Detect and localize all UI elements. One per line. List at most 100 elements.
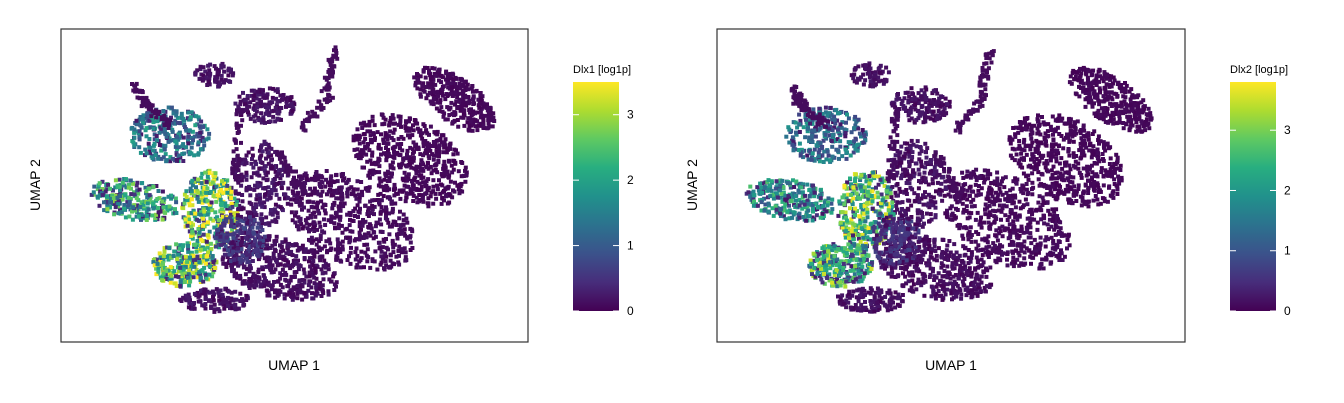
hexbin-cell bbox=[300, 278, 305, 282]
hexbin-cell bbox=[223, 287, 228, 292]
hexbin-cell bbox=[226, 248, 230, 253]
hexbin-cell bbox=[358, 234, 363, 239]
hexbin-cell bbox=[1033, 146, 1038, 151]
hexbin-cell bbox=[1084, 87, 1089, 92]
hexbin-cell bbox=[224, 187, 229, 192]
hexbin-cell bbox=[976, 232, 981, 236]
hexbin-cell bbox=[259, 249, 264, 253]
hexbin-cell bbox=[240, 258, 245, 263]
hexbin-cell bbox=[144, 214, 149, 218]
hexbin-cell bbox=[418, 94, 423, 99]
hexbin-cell bbox=[1071, 124, 1076, 129]
hexbin-cell bbox=[968, 173, 973, 178]
hexbin-cell bbox=[1033, 163, 1038, 168]
hexbin-cell bbox=[222, 306, 227, 311]
hexbin-cell bbox=[264, 147, 269, 152]
hexbin-cell bbox=[251, 205, 256, 210]
hexbin-cell bbox=[174, 284, 179, 288]
hexbin-cell bbox=[436, 138, 441, 143]
hexbin-cell bbox=[423, 182, 428, 187]
hexbin-cell bbox=[356, 215, 360, 219]
hexbin-cell bbox=[250, 234, 255, 239]
hexbin-cell bbox=[280, 181, 285, 186]
hexbin-cell bbox=[198, 64, 203, 69]
hexbin-cell bbox=[309, 215, 314, 220]
hexbin-cell bbox=[376, 142, 381, 147]
hexbin-cell bbox=[410, 246, 415, 250]
hexbin-cell bbox=[396, 260, 401, 265]
hexbin-cell bbox=[264, 215, 269, 220]
hexbin-cell bbox=[312, 189, 317, 194]
hexbin-cell bbox=[204, 276, 209, 281]
hexbin-cell bbox=[1040, 172, 1045, 177]
hexbin-cell bbox=[109, 200, 113, 205]
hexbin-cell bbox=[1021, 171, 1026, 176]
hexbin-cell bbox=[1102, 199, 1107, 204]
hexbin-cell bbox=[221, 222, 226, 227]
hexbin-cell bbox=[249, 88, 254, 93]
hexbin-cell bbox=[322, 86, 327, 91]
hexbin-cell bbox=[401, 136, 406, 141]
hexbin-cell bbox=[199, 198, 204, 203]
hexbin-cell bbox=[260, 201, 265, 206]
hexbin-cell bbox=[205, 127, 210, 132]
hexbin-cell bbox=[280, 173, 284, 178]
hexbin-cell bbox=[383, 259, 388, 264]
hexbin-cell bbox=[205, 257, 210, 262]
hexbin-cell bbox=[157, 251, 162, 256]
hexbin-cell bbox=[409, 165, 414, 170]
hexbin-cell bbox=[1030, 153, 1035, 158]
hexbin-cell bbox=[267, 283, 272, 288]
hexbin-cell bbox=[1096, 202, 1101, 207]
hexbin-cell bbox=[328, 62, 333, 67]
hexbin-cell bbox=[120, 197, 125, 202]
hexbin-cell bbox=[1092, 174, 1097, 178]
hexbin-cell bbox=[228, 215, 233, 220]
hexbin-cell bbox=[358, 121, 363, 126]
hexbin-cell bbox=[196, 199, 201, 204]
hexbin-cell bbox=[469, 107, 473, 112]
hexbin-cell bbox=[169, 273, 174, 278]
hexbin-cell bbox=[274, 234, 279, 239]
hexbin-cell bbox=[265, 289, 270, 294]
hexbin-cell bbox=[345, 194, 350, 199]
hexbin-cell bbox=[974, 230, 979, 235]
hexbin-cell bbox=[232, 211, 237, 216]
hexbin-cell bbox=[233, 169, 238, 173]
hexbin-cell bbox=[199, 254, 204, 259]
hexbin-cell bbox=[1055, 170, 1060, 175]
hexbin-cell bbox=[298, 216, 303, 221]
hexbin-cell bbox=[214, 78, 219, 83]
hexbin-cell bbox=[281, 95, 286, 100]
hexbin-cell bbox=[457, 191, 462, 196]
hexbin-cell bbox=[229, 212, 233, 217]
hexbin-cell bbox=[332, 282, 337, 287]
hexbin-cell bbox=[189, 302, 193, 307]
hexbin-cell bbox=[182, 122, 187, 127]
hexbin-cell bbox=[961, 236, 966, 241]
hexbin-cell bbox=[282, 162, 287, 167]
hexbin-cell bbox=[178, 279, 183, 284]
hexbin-cell bbox=[330, 74, 335, 79]
hexbin-cell bbox=[266, 142, 271, 147]
hexbin-cell bbox=[278, 249, 283, 254]
hexbin-cell bbox=[384, 207, 389, 212]
hexbin-cell bbox=[249, 202, 254, 207]
hexbin-cell bbox=[383, 135, 388, 140]
hexbin-cell bbox=[1067, 200, 1072, 205]
hexbin-cell bbox=[335, 237, 340, 242]
hexbin-cell bbox=[411, 155, 416, 160]
hexbin-cell bbox=[194, 249, 199, 254]
hexbin-cell bbox=[143, 128, 148, 133]
hexbin-cell bbox=[1088, 87, 1093, 92]
hexbin-cell bbox=[402, 170, 407, 175]
hexbin-cell bbox=[259, 224, 263, 229]
hexbin-cell bbox=[1021, 186, 1026, 191]
hexbin-cell bbox=[1042, 121, 1047, 126]
hexbin-cell bbox=[1059, 118, 1064, 123]
hexbin-cell bbox=[135, 203, 140, 208]
hexbin-cell bbox=[255, 235, 260, 240]
hexbin-cell bbox=[183, 217, 188, 222]
hexbin-cell bbox=[163, 152, 168, 157]
hexbin-cell bbox=[174, 211, 179, 215]
